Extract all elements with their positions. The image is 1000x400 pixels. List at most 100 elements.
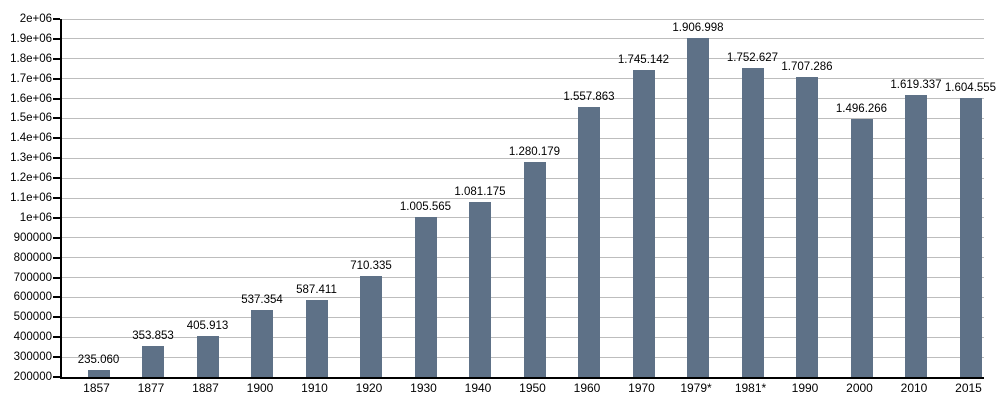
y-axis-tick-label: 400000 <box>13 331 52 344</box>
y-axis-tick <box>53 137 60 140</box>
x-axis-tick-label: 2000 <box>846 381 873 395</box>
y-axis-tick-label: 1.2e+06 <box>10 172 52 185</box>
y-axis-tick <box>53 376 60 378</box>
gridline <box>62 117 984 119</box>
bar-group: 1.081.175 <box>453 19 508 377</box>
bar-group: 235.060 <box>71 19 126 377</box>
bar-group: 1.752.627 <box>725 19 780 377</box>
x-axis-tick-label: 1920 <box>355 381 383 395</box>
bar-value-label: 1.005.565 <box>399 200 452 213</box>
x-axis-tick-label: 1900 <box>246 381 274 395</box>
gridline <box>62 58 984 60</box>
bar-group: 1.604.555 <box>943 19 998 377</box>
y-axis-tick <box>53 97 60 100</box>
x-axis-tick-label: 2015 <box>955 381 982 395</box>
bar-value-label: 1.496.266 <box>835 103 888 116</box>
gridline <box>62 98 984 100</box>
gridline <box>62 177 984 179</box>
x-axis-tick-label: 1981* <box>734 381 767 395</box>
bar <box>414 216 437 377</box>
y-axis-tick <box>53 216 60 219</box>
x-axis-tick-label: 1930 <box>410 381 437 395</box>
bar-value-label: 1.752.627 <box>726 52 779 65</box>
bar-group: 1.619.337 <box>889 19 944 377</box>
x-axis-tick-label: 1960 <box>573 381 601 395</box>
x-axis-tick-label: 1940 <box>464 381 492 395</box>
y-axis-tick <box>53 316 60 319</box>
bar-value-label: 1.619.337 <box>890 78 942 91</box>
bar-value-label: 587.411 <box>296 283 337 296</box>
y-axis-tick-label: 1.1e+06 <box>10 192 52 204</box>
bar <box>741 68 764 377</box>
gridline <box>62 296 984 298</box>
bar-group: 1.707.286 <box>780 19 835 377</box>
bar <box>959 97 982 377</box>
bar <box>850 119 873 377</box>
bar-group: 1.557.863 <box>562 19 617 377</box>
x-axis-tick-label: 2010 <box>900 381 928 395</box>
gridline <box>62 217 984 219</box>
y-axis-tick <box>53 276 60 279</box>
x-axis-tick-label: 1910 <box>301 381 328 395</box>
bar-value-label: 1.745.142 <box>617 53 670 66</box>
bar-value-label: 1.557.863 <box>563 90 615 103</box>
y-axis-tick-label: 1.3e+06 <box>10 152 52 165</box>
bar-group: 1.005.565 <box>398 19 453 377</box>
bar-value-label: 405.913 <box>186 320 229 333</box>
gridline <box>62 277 984 279</box>
bar-group: 1.745.142 <box>616 19 671 377</box>
gridline <box>62 197 984 199</box>
bar <box>305 299 328 377</box>
bar-group: 1.496.266 <box>834 19 889 377</box>
y-axis-tick-label: 900000 <box>13 231 52 244</box>
gridline <box>62 356 984 358</box>
y-axis-tick <box>53 197 60 199</box>
gridline <box>62 78 984 80</box>
gridline <box>62 137 984 139</box>
bar <box>578 106 600 377</box>
y-axis-tick-label: 1.5e+06 <box>10 112 52 125</box>
gridline <box>62 38 984 40</box>
y-axis-tick-label: 1.9e+06 <box>10 32 52 45</box>
y-axis-tick-label: 600000 <box>13 291 52 304</box>
y-axis-tick-label: 1.4e+06 <box>10 132 52 145</box>
y-axis-tick-label: 1.8e+06 <box>10 52 52 65</box>
y-axis-tick <box>53 177 60 180</box>
plot-area: 235.060 353.853 405.913 537.354 587.411 710.3… <box>53 18 996 379</box>
bar-group: 710.335 <box>344 19 399 377</box>
y-axis-tick <box>53 57 60 60</box>
y-axis-tick <box>53 77 60 80</box>
bar <box>251 309 273 377</box>
y-axis-tick-label: 1e+06 <box>19 211 52 224</box>
y-axis-tick <box>53 356 60 359</box>
y-axis-tick <box>53 117 60 120</box>
bar-group: 537.354 <box>235 19 290 377</box>
bar <box>469 201 491 377</box>
bar <box>687 37 709 377</box>
gridline <box>62 237 984 239</box>
gridline <box>62 336 984 338</box>
bar-value-label: 1.604.555 <box>944 81 997 94</box>
bar-value-label: 353.853 <box>132 330 174 343</box>
bar <box>360 275 382 377</box>
x-axis-tick-label: 1990 <box>791 381 819 395</box>
y-axis-tick-label: 500000 <box>13 311 52 324</box>
gridline <box>62 157 984 159</box>
x-axis-tick-label: 1950 <box>519 381 546 395</box>
y-axis-tick <box>53 37 60 40</box>
y-axis-tick <box>53 336 60 339</box>
y-axis-tick <box>53 296 60 299</box>
bar <box>87 370 110 377</box>
y-axis-tick-label: 800000 <box>13 251 52 264</box>
bar-value-label: 537.354 <box>241 293 283 306</box>
x-axis-tick-label: 1970 <box>628 381 655 395</box>
bar-group: 1.280.179 <box>507 19 562 377</box>
bar-group: 405.913 <box>180 19 235 377</box>
y-axis-tick-label: 200000 <box>13 371 52 383</box>
bar <box>905 94 927 377</box>
x-axis-tick-label: 1857 <box>83 381 110 395</box>
y-axis-tick <box>53 236 60 239</box>
y-axis-tick <box>53 18 60 20</box>
bar <box>632 69 655 377</box>
